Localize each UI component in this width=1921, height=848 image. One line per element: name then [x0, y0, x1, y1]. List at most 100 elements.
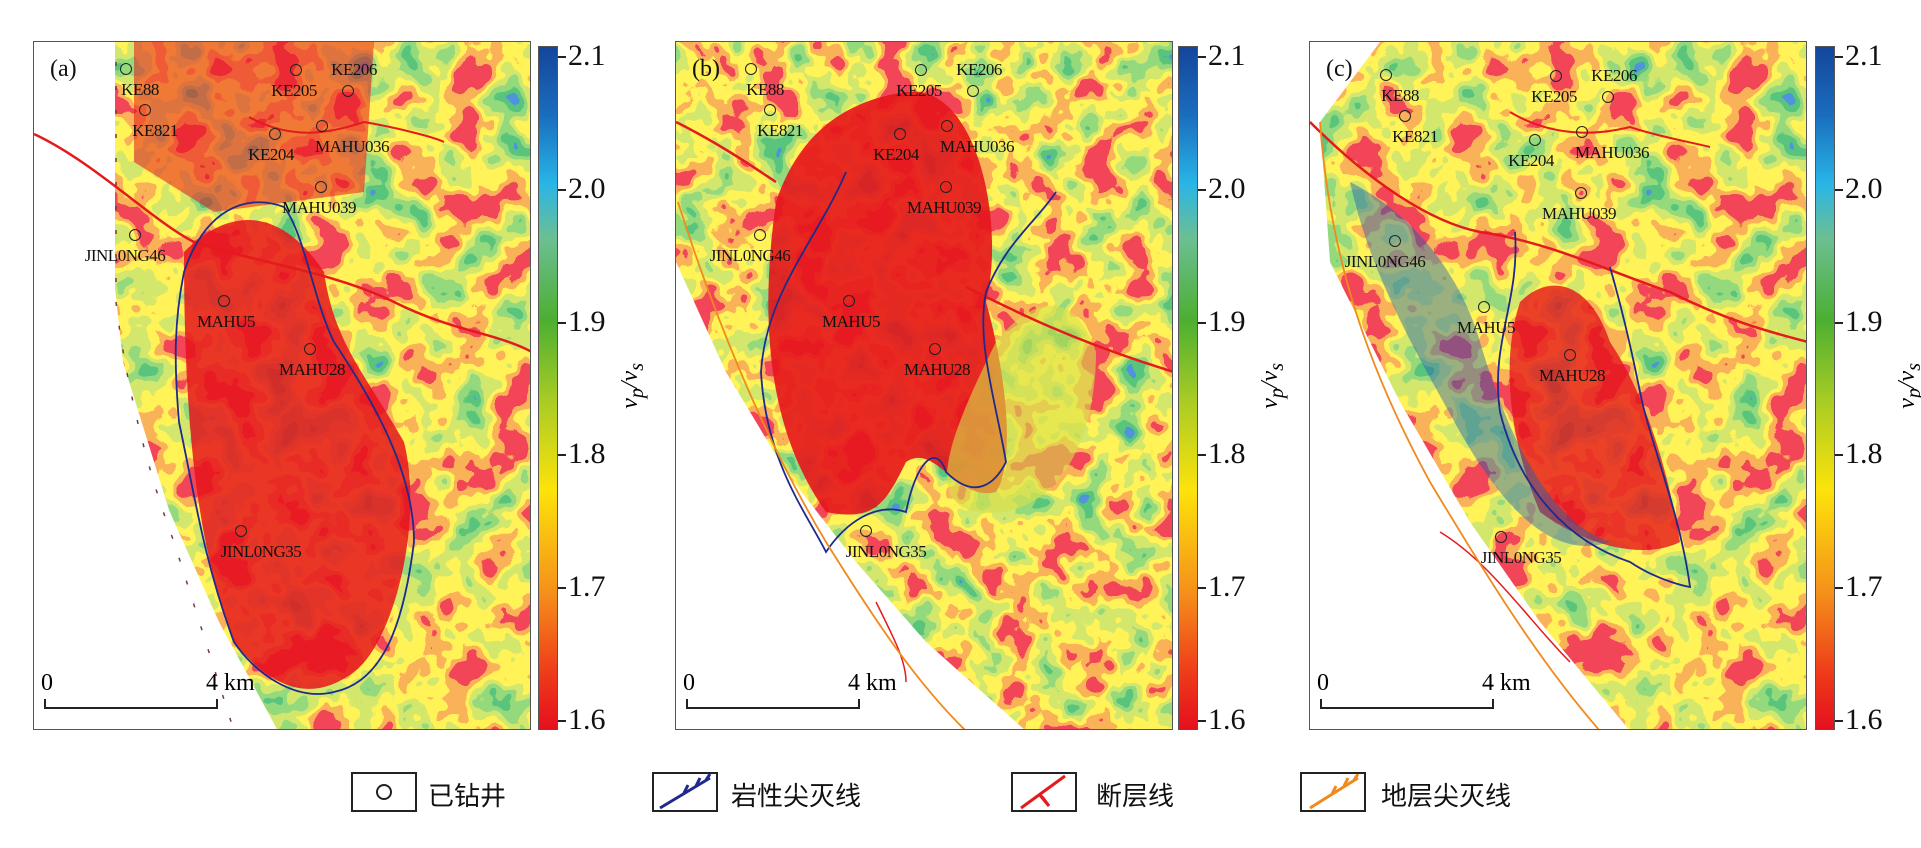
colorbar-tick-label: 1.9 — [1208, 304, 1246, 338]
well-marker-icon — [1529, 134, 1541, 146]
colorbar-tick — [1835, 720, 1843, 722]
colorbar-tick — [1835, 188, 1843, 191]
fault-line — [1439, 531, 1571, 663]
panel-label: (a) — [50, 56, 77, 82]
well-label: KE204 — [873, 145, 919, 164]
fault-line — [1509, 111, 1711, 148]
legend-well-swatch — [351, 772, 417, 812]
well-marker-icon — [967, 85, 979, 97]
well-marker-icon — [269, 128, 281, 140]
well-marker-icon — [940, 181, 952, 193]
stratigraphic-pinchout-line — [1319, 121, 1600, 729]
well-marker-icon — [129, 229, 141, 241]
well-label: KE88 — [1381, 86, 1419, 105]
lithology-pinchout-line — [1497, 231, 1692, 589]
scale-end: 4 km — [848, 670, 897, 696]
scale-bar: 0 4 km — [683, 659, 926, 709]
legend-label-lithology: 岩性尖灭线 — [731, 782, 862, 812]
colorbar — [1815, 46, 1835, 730]
well-label: KE821 — [132, 121, 178, 140]
well-label: MAHU036 — [315, 137, 389, 156]
fault-line — [248, 116, 445, 143]
legend-lithology-swatch — [652, 772, 718, 812]
colorbar-tick-label: 2.1 — [1208, 39, 1246, 72]
scale-end: 4 km — [1482, 670, 1531, 696]
well-label: KE205 — [1531, 87, 1577, 106]
well-marker-icon — [304, 343, 316, 355]
lithology-pinchout-line — [760, 171, 1057, 554]
well-label: JINL0NG46 — [1344, 252, 1426, 271]
well-label: KE206 — [1591, 66, 1637, 85]
colorbar-tick — [558, 587, 566, 590]
well-marker-icon — [139, 104, 151, 116]
colorbar-tick-label: 1.7 — [568, 570, 606, 604]
label-sub-p: p — [1903, 388, 1921, 398]
colorbar-tick — [1198, 720, 1206, 722]
colorbar-tick — [1198, 454, 1206, 457]
well-marker-icon — [754, 229, 766, 241]
colorbar-tick-label: 1.7 — [1208, 570, 1246, 604]
well-marker-icon — [120, 63, 132, 75]
well-label: MAHU28 — [279, 360, 345, 379]
label-v: v — [1893, 398, 1920, 409]
well-label: KE206 — [956, 60, 1002, 79]
lithology-pinchout-icon — [659, 773, 712, 810]
vp-vs-map-c — [1310, 42, 1806, 729]
well-marker-icon — [1602, 91, 1614, 103]
colorbar-tick-label: 1.6 — [1845, 703, 1883, 736]
well-label: KE205 — [271, 81, 317, 100]
colorbar-tick-label: 1.8 — [1845, 437, 1883, 471]
colorbar-tick-label: 2.1 — [1845, 39, 1883, 72]
legend-stratigraphic-swatch — [1300, 772, 1366, 812]
label-v: v — [1256, 398, 1283, 409]
well-label: JINL0NG35 — [845, 542, 927, 561]
lithology-pinchout-line — [174, 201, 415, 695]
well-label: KE88 — [746, 80, 784, 99]
fault-line — [34, 132, 530, 353]
well-marker-icon — [290, 64, 302, 76]
colorbar-axis-label: vp/vs — [1894, 363, 1921, 409]
colorbar-tick — [1198, 188, 1206, 191]
well-label: KE205 — [896, 81, 942, 100]
well-label: JINL0NG46 — [709, 246, 791, 265]
well-label: KE206 — [331, 60, 377, 79]
colorbar-tick-label: 1.8 — [1208, 437, 1246, 471]
colorbar-tick-label: 1.8 — [568, 437, 606, 471]
fault-line-icon — [1020, 774, 1066, 810]
colorbar-tick — [1835, 587, 1843, 590]
label-sub-p: p — [625, 388, 648, 399]
vp-vs-map-a — [34, 42, 530, 729]
colorbar-tick-label: 1.9 — [1845, 304, 1883, 338]
colorbar — [1178, 46, 1198, 730]
well-marker-icon — [915, 64, 927, 76]
map-panel-c: (c) KE88 KE821 KE205 KE206 KE204 MAHU036 MAHU0… — [1309, 41, 1807, 730]
colorbar-tick-label: 1.7 — [1845, 570, 1883, 604]
colorbar-tick — [1835, 321, 1843, 324]
label-v: v — [1256, 370, 1283, 382]
label-sub-s: s — [1903, 363, 1921, 371]
well-marker-icon — [342, 85, 354, 97]
colorbar-tick — [1198, 56, 1206, 58]
well-label: MAHU5 — [822, 312, 880, 331]
scale-bar: 0 4 km — [1317, 659, 1560, 709]
well-circle-icon — [376, 784, 392, 800]
colorbar-tick — [1835, 56, 1843, 58]
well-marker-icon — [316, 120, 328, 132]
colorbar-tick — [558, 321, 566, 324]
map-panel-a: (a) KE88 KE821 KE205 KE206 KE204 MAHU036 MAHU0… — [33, 41, 531, 730]
colorbar-tick — [558, 56, 566, 58]
well-marker-icon — [235, 525, 247, 537]
well-label: KE821 — [757, 121, 803, 140]
well-marker-icon — [1576, 126, 1588, 138]
label-v: v — [616, 398, 643, 409]
scale-start: 0 — [1317, 670, 1329, 696]
well-marker-icon — [929, 343, 941, 355]
well-marker-icon — [941, 120, 953, 132]
well-marker-icon — [1399, 110, 1411, 122]
colorbar-tick — [1198, 587, 1206, 590]
well-marker-icon — [1380, 69, 1392, 81]
colorbar-tick-label: 2.0 — [1208, 171, 1246, 205]
legend-label-stratigraphic: 地层尖灭线 — [1381, 782, 1512, 812]
well-label: MAHU5 — [197, 312, 255, 331]
well-marker-icon — [745, 63, 757, 75]
